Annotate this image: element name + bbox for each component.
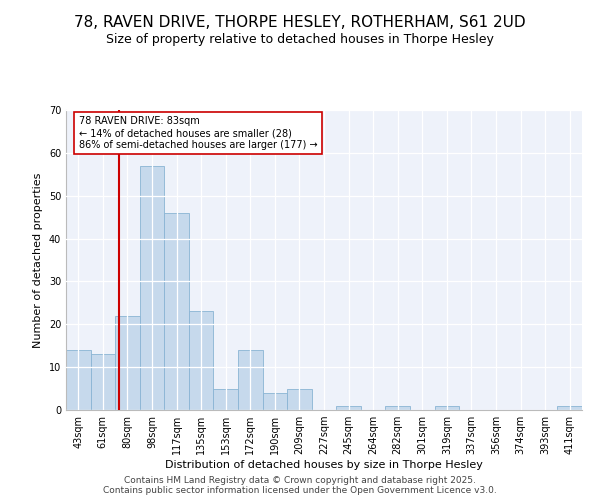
Bar [91,354,115,410]
Y-axis label: Number of detached properties: Number of detached properties [33,172,43,348]
Bar [189,312,214,410]
Text: 78, RAVEN DRIVE, THORPE HESLEY, ROTHERHAM, S61 2UD: 78, RAVEN DRIVE, THORPE HESLEY, ROTHERHA… [74,15,526,30]
Text: 78 RAVEN DRIVE: 83sqm
← 14% of detached houses are smaller (28)
86% of semi-deta: 78 RAVEN DRIVE: 83sqm ← 14% of detached … [79,116,317,150]
Bar [263,393,287,410]
Bar [557,406,582,410]
Bar [66,350,91,410]
Bar [140,166,164,410]
Bar [287,388,312,410]
Bar [214,388,238,410]
Bar [164,213,189,410]
Bar [238,350,263,410]
X-axis label: Distribution of detached houses by size in Thorpe Hesley: Distribution of detached houses by size … [165,460,483,470]
Text: Contains HM Land Registry data © Crown copyright and database right 2025.
Contai: Contains HM Land Registry data © Crown c… [103,476,497,495]
Bar [336,406,361,410]
Bar [434,406,459,410]
Text: Size of property relative to detached houses in Thorpe Hesley: Size of property relative to detached ho… [106,32,494,46]
Bar [115,316,140,410]
Bar [385,406,410,410]
